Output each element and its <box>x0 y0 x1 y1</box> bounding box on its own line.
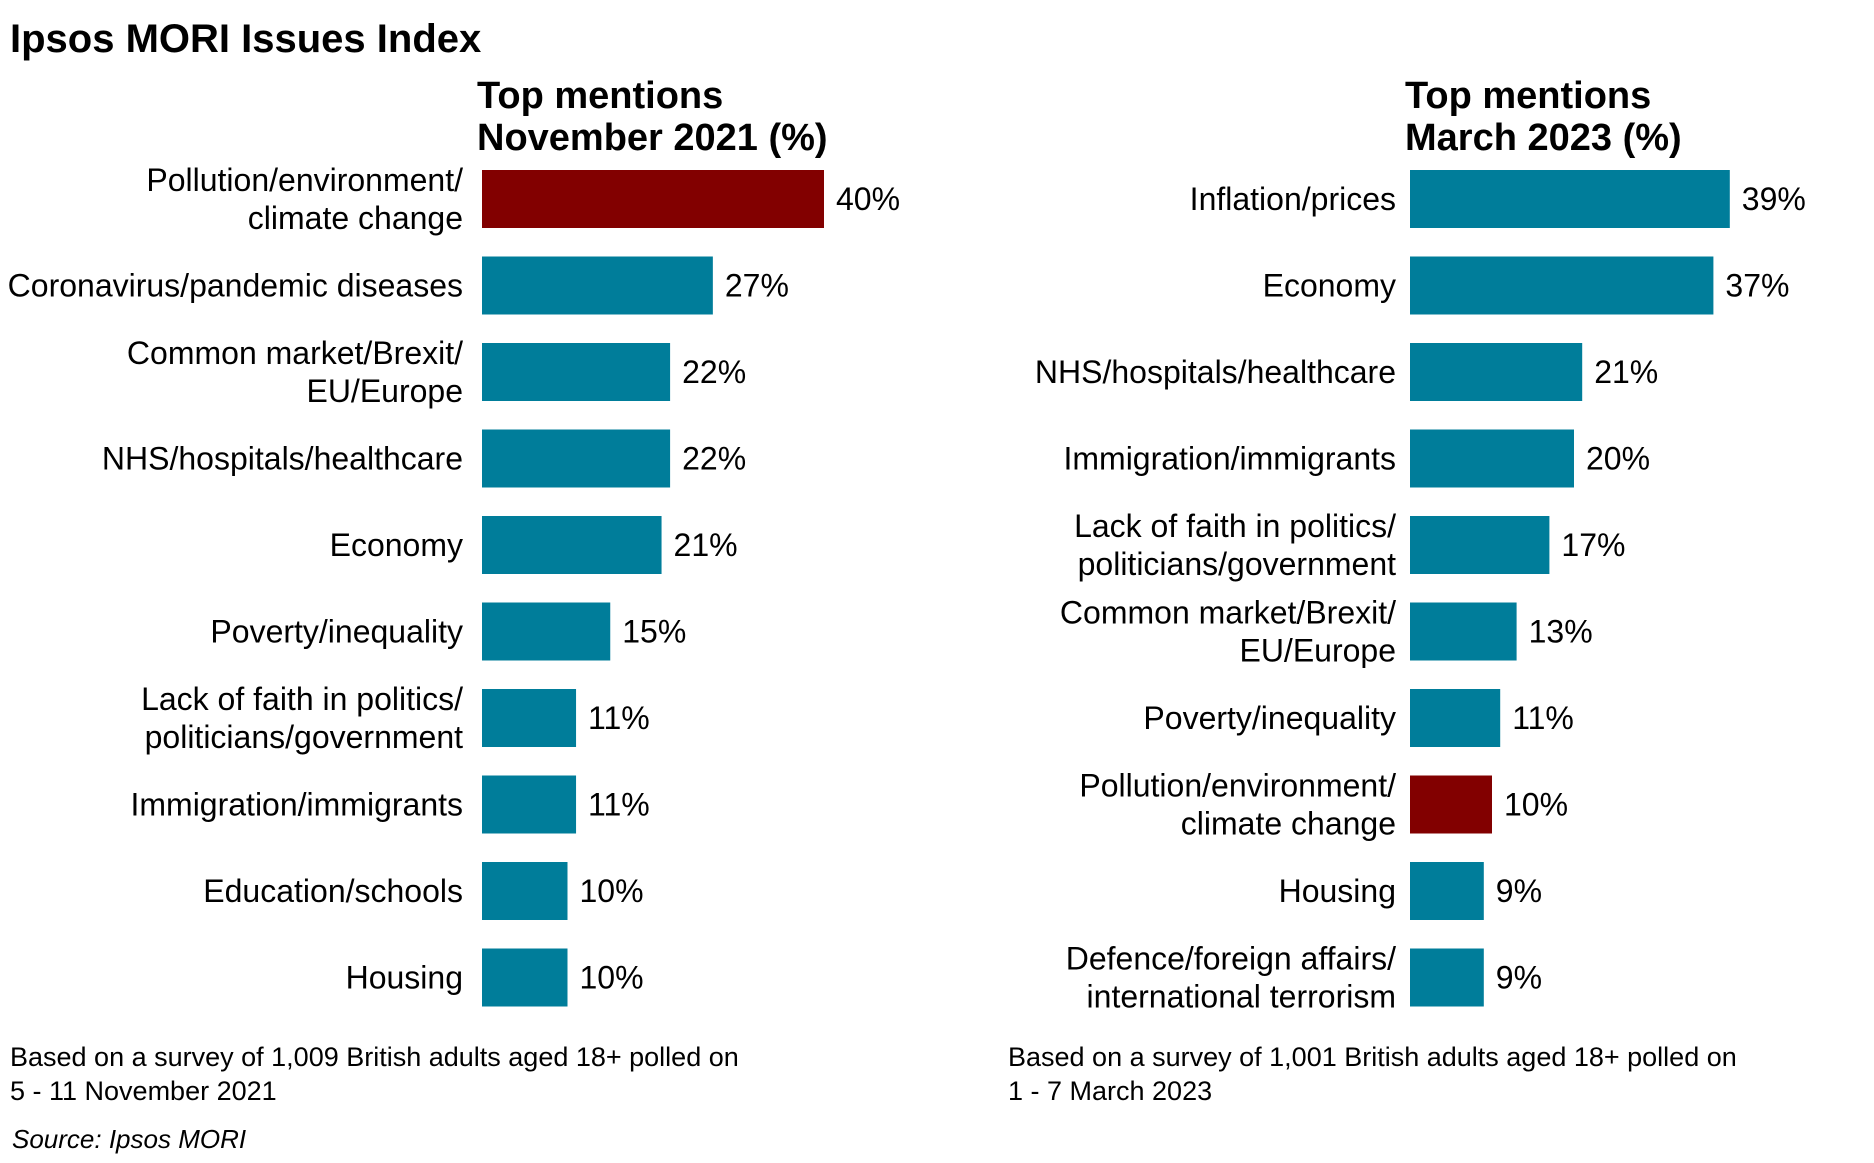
value-label: 10% <box>580 873 644 909</box>
bar-10 <box>482 948 568 1007</box>
value-label: 21% <box>1594 354 1658 390</box>
category-label: Coronavirus/pandemic diseases <box>8 268 463 304</box>
category-label: Inflation/prices <box>1190 181 1396 217</box>
bar-1 <box>482 170 824 228</box>
value-label: 11% <box>588 787 650 823</box>
bar-8 <box>1410 775 1492 834</box>
bar-10 <box>1410 948 1484 1007</box>
survey-note-line-2: 1 - 7 March 2023 <box>1008 1076 1212 1106</box>
category-label: Poverty/inequality <box>1143 700 1396 736</box>
figure-title: Ipsos MORI Issues Index <box>10 17 481 61</box>
value-label: 11% <box>588 700 650 736</box>
category-label: climate change <box>248 200 463 236</box>
bar-9 <box>1410 862 1484 920</box>
category-label: Poverty/inequality <box>210 614 463 650</box>
bar-2 <box>1410 256 1714 315</box>
category-label: Lack of faith in politics/ <box>141 681 463 717</box>
category-label: climate change <box>1181 806 1396 842</box>
survey-note-line-2: 5 - 11 November 2021 <box>10 1076 277 1106</box>
value-label: 20% <box>1586 441 1650 477</box>
panel-title-line-1: Top mentions <box>1405 75 1651 117</box>
bar-9 <box>482 862 568 920</box>
category-label: NHS/hospitals/healthcare <box>1035 354 1396 390</box>
category-label: Economy <box>1263 268 1396 304</box>
category-label: politicians/government <box>145 719 464 755</box>
category-label: Common market/Brexit/ <box>127 335 463 371</box>
category-label: Common market/Brexit/ <box>1060 595 1396 631</box>
category-label: Pollution/environment/ <box>1079 768 1396 804</box>
category-label: Housing <box>1279 873 1396 909</box>
panel-title-line-1: Top mentions <box>477 75 723 117</box>
bar-6 <box>1410 602 1517 661</box>
bar-6 <box>482 602 611 661</box>
category-label: Immigration/immigrants <box>1063 441 1396 477</box>
category-label: Education/schools <box>203 873 463 909</box>
value-label: 9% <box>1496 960 1542 996</box>
panel-title-line-2: November 2021 (%) <box>477 117 828 159</box>
value-label: 9% <box>1496 873 1542 909</box>
category-label: Housing <box>346 960 463 996</box>
value-label: 21% <box>674 527 738 563</box>
value-label: 40% <box>836 181 900 217</box>
category-label: EU/Europe <box>1239 633 1396 669</box>
bar-5 <box>1410 516 1550 574</box>
survey-note-line-1: Based on a survey of 1,001 British adult… <box>1008 1042 1737 1072</box>
bar-1 <box>1410 170 1730 228</box>
category-label: Pollution/environment/ <box>146 162 463 198</box>
value-label: 17% <box>1561 527 1625 563</box>
category-label: EU/Europe <box>306 373 463 409</box>
value-label: 15% <box>622 614 686 650</box>
bar-7 <box>482 689 577 747</box>
bar-4 <box>482 429 671 488</box>
value-label: 10% <box>580 960 644 996</box>
value-label: 37% <box>1725 268 1789 304</box>
value-label: 27% <box>725 268 789 304</box>
bar-7 <box>1410 689 1501 747</box>
value-label: 11% <box>1512 700 1574 736</box>
category-label: politicians/government <box>1078 546 1397 582</box>
value-label: 22% <box>682 354 746 390</box>
bar-3 <box>482 343 671 401</box>
value-label: 13% <box>1529 614 1593 650</box>
bar-2 <box>482 256 713 315</box>
category-label: Economy <box>330 527 463 563</box>
bar-3 <box>1410 343 1583 401</box>
category-label: international terrorism <box>1087 979 1396 1015</box>
category-label: Defence/foreign affairs/ <box>1066 941 1396 977</box>
category-label: NHS/hospitals/healthcare <box>102 441 463 477</box>
panel-title-line-2: March 2023 (%) <box>1405 117 1682 159</box>
category-label: Immigration/immigrants <box>130 787 463 823</box>
source-text: Source: Ipsos MORI <box>12 1124 246 1154</box>
survey-note-line-1: Based on a survey of 1,009 British adult… <box>10 1042 739 1072</box>
value-label: 39% <box>1742 181 1806 217</box>
bar-8 <box>482 775 577 834</box>
bar-5 <box>482 516 662 574</box>
category-label: Lack of faith in politics/ <box>1074 508 1396 544</box>
value-label: 22% <box>682 441 746 477</box>
bar-4 <box>1410 429 1574 488</box>
value-label: 10% <box>1504 787 1568 823</box>
